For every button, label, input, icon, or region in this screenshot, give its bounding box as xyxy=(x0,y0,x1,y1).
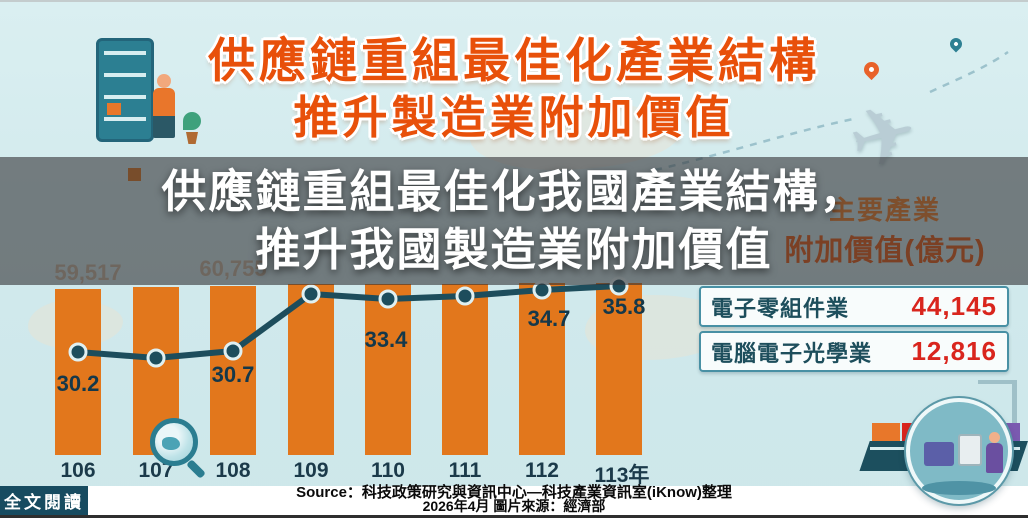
industry-value: 12,816 xyxy=(911,336,997,366)
industry-label: 電腦電子光學業 xyxy=(711,340,873,366)
headline-line2: 推升我國製造業附加價值 xyxy=(255,224,773,275)
page-title-line1: 供應鏈重組最佳化產業結構 xyxy=(208,34,820,87)
x-axis-label: 109 xyxy=(293,459,329,482)
line-value-label: 33.4 xyxy=(364,327,408,352)
line-value-label: 30.7 xyxy=(211,362,255,387)
top-border xyxy=(0,0,1028,2)
magnifier-globe-icon xyxy=(150,418,198,466)
x-axis-label: 112 xyxy=(525,459,559,482)
plant-illustration xyxy=(182,112,202,144)
bar xyxy=(288,284,334,455)
x-axis-label: 106 xyxy=(60,459,96,482)
headline-overlay: 供應鏈重組最佳化我國產業結構， 推升我國製造業附加價值 xyxy=(0,157,1028,285)
source-line2: 2026年4月 圖片來源：經濟部 xyxy=(422,498,606,514)
industry-label: 電子零組件業 xyxy=(711,295,850,321)
page-title-line2: 推升製造業附加價值 xyxy=(293,92,735,143)
industry-row: 電子零組件業 44,145 xyxy=(699,286,1009,327)
headline-line1: 供應鏈重組最佳化我國產業結構， xyxy=(161,166,867,217)
operator-icon xyxy=(986,432,1004,476)
bar xyxy=(365,284,411,455)
x-axis-label: 113年 xyxy=(594,464,650,487)
x-axis-label: 110 xyxy=(371,459,405,482)
factory-badge-illustration xyxy=(906,398,1012,504)
line-value-label: 35.8 xyxy=(602,294,646,319)
crane-illustration xyxy=(978,380,1017,442)
monitor-icon xyxy=(958,434,982,466)
bottom-border xyxy=(0,515,1028,518)
line-value-label: 34.7 xyxy=(527,306,571,331)
machine-icon xyxy=(924,442,954,466)
source-line1: Source：科技政策研究與資訊中心—科技產業資訊室(iKnow)整理 xyxy=(296,484,732,501)
x-axis-label: 107 xyxy=(138,459,174,482)
worker-illustration xyxy=(151,74,177,140)
server-cabinet-illustration xyxy=(96,38,154,142)
read-full-article-button[interactable]: 全文閱讀 xyxy=(0,486,88,515)
footer-strip xyxy=(0,486,1028,515)
industry-row: 電腦電子光學業 12,816 xyxy=(699,331,1009,372)
x-axis-label: 111 xyxy=(448,459,482,482)
badge-base xyxy=(922,481,996,495)
page-title: 供應鏈重組最佳化產業結構 推升製造業附加價值 xyxy=(0,32,1028,146)
industry-value: 44,145 xyxy=(911,291,997,321)
x-axis-label: 108 xyxy=(215,459,251,482)
bar xyxy=(442,284,488,455)
line-value-label: 30.2 xyxy=(56,371,100,396)
